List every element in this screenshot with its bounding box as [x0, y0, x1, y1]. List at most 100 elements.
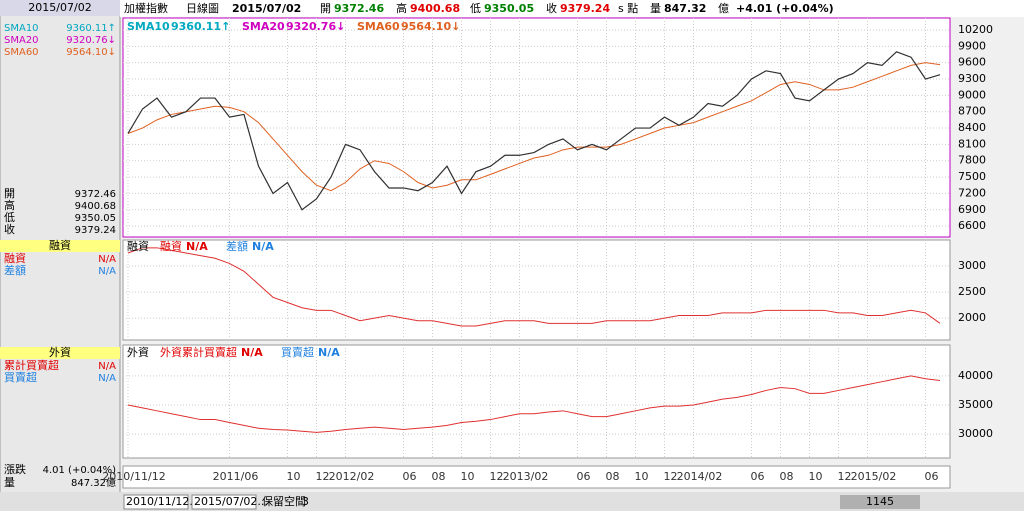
x-tick-label: 2014/02 — [677, 470, 723, 483]
legend-value: N/A — [186, 240, 208, 253]
y-tick-label: 10200 — [958, 23, 993, 36]
x-tick-label: 12 — [490, 470, 504, 483]
y-tick-label: 2500 — [958, 285, 986, 298]
x-tick-label: 08 — [780, 470, 794, 483]
legend-value: N/A — [318, 346, 340, 359]
low: 9350.05 — [484, 2, 534, 15]
quote-label: 高 — [4, 198, 15, 212]
series-line — [127, 51, 941, 211]
left-date-bar — [0, 0, 120, 16]
volume-label: 量 — [650, 2, 661, 15]
x-tick-label: 12 — [664, 470, 678, 483]
high: 9400.68 — [410, 2, 460, 15]
close-label: 收 — [546, 1, 557, 15]
change: +4.01 (+0.04%) — [736, 2, 834, 15]
row-value: N/A — [98, 254, 116, 265]
y-tick-label: 2000 — [958, 311, 986, 324]
sma-name: SMA10 — [4, 23, 39, 34]
row-label: 融資 — [4, 252, 26, 265]
y-tick-label: 40000 — [958, 369, 993, 382]
row-label: 買賣超 — [4, 370, 37, 384]
quote-label: 收 — [4, 222, 15, 236]
legend-value: N/A — [241, 346, 263, 359]
y-tick-label: 9900 — [958, 39, 986, 52]
quote-value: 9400.68 — [75, 201, 116, 212]
high-label: 高 — [396, 1, 407, 15]
x-tick-label: 2015/02 — [851, 470, 897, 483]
y-tick-label: 9300 — [958, 72, 986, 85]
reserve: 3 — [302, 495, 309, 508]
row-label: 累計買賣超 — [4, 358, 59, 372]
row-value: N/A — [98, 266, 116, 277]
quote-value: 9379.24 — [75, 225, 116, 236]
series-line — [127, 375, 941, 433]
quote-value: 9372.46 — [75, 189, 116, 200]
end-box[interactable] — [191, 494, 257, 510]
unit: s 點 — [618, 2, 638, 15]
y-tick-label: 8700 — [958, 105, 986, 118]
reserve-label: 保留空間 — [262, 494, 306, 508]
x-tick-label: 08 — [606, 470, 620, 483]
date: 2015/07/02 — [232, 2, 301, 15]
y-tick-label: 7200 — [958, 186, 986, 199]
y-tick-label: 8100 — [958, 137, 986, 150]
foreign-panel — [122, 344, 951, 459]
change-value: 4.01 (+0.04%) — [43, 465, 116, 476]
y-tick-label: 3000 — [958, 259, 986, 272]
sma-name: SMA60 — [4, 47, 39, 58]
legend-value: N/A — [252, 240, 274, 253]
foreign-title: 外資 — [49, 346, 71, 359]
y-tick-label: 30000 — [958, 427, 993, 440]
top-info: 加權指數 日線圖 2015/07/02 開 9372.46 高 9400.68 … — [124, 1, 834, 15]
legend-name: SMA60 — [357, 20, 400, 33]
count: 1145 — [866, 495, 894, 508]
quote-label: 開 — [4, 187, 15, 200]
close: 9379.24 — [560, 2, 610, 15]
x-tick-label: 06 — [577, 470, 591, 483]
x-tick-label: 10 — [635, 470, 649, 483]
quote-label: 低 — [4, 211, 15, 224]
x-tick-label: 2012/02 — [329, 470, 375, 483]
sma-value: 9320.76↓ — [66, 35, 116, 46]
x-tick-label: 2010/11/12 — [102, 470, 165, 483]
x-tick-label: 08 — [432, 470, 446, 483]
legend-name: 融資 — [160, 240, 182, 253]
x-tick-label: 2011/06 — [213, 470, 259, 483]
row-value: N/A — [98, 373, 116, 384]
y-tick-label: 8400 — [958, 121, 986, 134]
change-label: 漲跌 — [4, 462, 26, 476]
volume-value: 847.32億 — [71, 476, 116, 489]
margin-title: 融資 — [49, 239, 71, 252]
open: 9372.46 — [334, 2, 384, 15]
left-panel — [0, 0, 121, 512]
x-tick-label: 06 — [403, 470, 417, 483]
period: 日線圖 — [186, 1, 219, 15]
end-date: 2015/07/02... — [194, 495, 268, 508]
scrollbar[interactable] — [840, 495, 920, 509]
legend-name: 外資累計買賣超 — [160, 345, 237, 359]
volume: 847.32 — [664, 2, 706, 15]
panel-title: 外資 — [127, 346, 149, 359]
x-tick-label: 10 — [287, 470, 301, 483]
start-box[interactable] — [123, 494, 189, 510]
x-axis-panel — [122, 465, 951, 489]
x-tick-label: 12 — [316, 470, 330, 483]
panel-title: 融資 — [127, 240, 149, 253]
legend-value: 9564.10↓ — [401, 20, 460, 33]
legend-value: 9360.11↑ — [171, 20, 230, 33]
row-label: 差額 — [4, 263, 26, 277]
y-tick-label: 7800 — [958, 154, 986, 167]
y-tick-label: 6600 — [958, 219, 986, 232]
quote-value: 9350.05 — [75, 213, 116, 224]
left-date: 2015/07/02 — [28, 1, 91, 14]
legend-name: SMA20 — [242, 20, 285, 33]
foreign-title-bar — [0, 347, 120, 359]
series-line — [127, 62, 941, 192]
sma-name: SMA20 — [4, 35, 39, 46]
x-tick-label: 10 — [809, 470, 823, 483]
legend-name: 差額 — [226, 239, 248, 253]
index-name: 加權指數 — [124, 1, 168, 15]
x-tick-label: 12 — [838, 470, 852, 483]
top-bar — [120, 0, 1024, 17]
